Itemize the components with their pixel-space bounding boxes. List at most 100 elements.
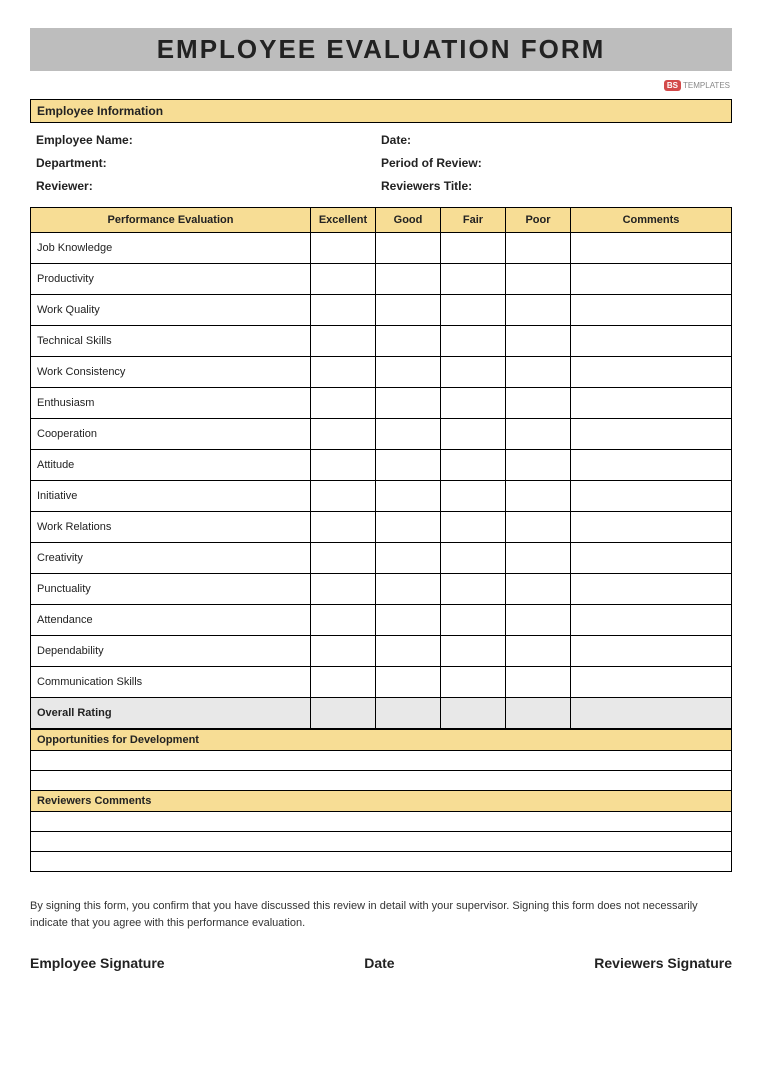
reviewer-comment-line[interactable] xyxy=(31,852,732,872)
rating-cell[interactable] xyxy=(376,512,441,543)
rating-cell[interactable] xyxy=(311,233,376,264)
rating-cell[interactable] xyxy=(506,543,571,574)
employee-info-left: Employee Name: Department: Reviewer: xyxy=(36,129,381,197)
overall-cell[interactable] xyxy=(376,698,441,729)
rating-cell[interactable] xyxy=(376,295,441,326)
rating-cell[interactable] xyxy=(506,636,571,667)
rating-cell[interactable] xyxy=(506,450,571,481)
table-row: Technical Skills xyxy=(31,326,732,357)
comment-cell[interactable] xyxy=(571,357,732,388)
rating-cell[interactable] xyxy=(376,357,441,388)
rating-cell[interactable] xyxy=(311,481,376,512)
overall-cell[interactable] xyxy=(441,698,506,729)
comment-cell[interactable] xyxy=(571,326,732,357)
rating-cell[interactable] xyxy=(441,574,506,605)
rating-cell[interactable] xyxy=(376,605,441,636)
rating-cell[interactable] xyxy=(311,419,376,450)
comment-cell[interactable] xyxy=(571,605,732,636)
table-row: Work Relations xyxy=(31,512,732,543)
development-line[interactable] xyxy=(31,751,732,771)
col-criteria: Performance Evaluation xyxy=(31,208,311,233)
rating-cell[interactable] xyxy=(441,605,506,636)
rating-cell[interactable] xyxy=(376,450,441,481)
rating-cell[interactable] xyxy=(376,264,441,295)
comment-cell[interactable] xyxy=(571,574,732,605)
comment-cell[interactable] xyxy=(571,636,732,667)
rating-cell[interactable] xyxy=(311,264,376,295)
rating-cell[interactable] xyxy=(506,264,571,295)
rating-cell[interactable] xyxy=(376,543,441,574)
rating-cell[interactable] xyxy=(506,574,571,605)
comment-cell[interactable] xyxy=(571,481,732,512)
rating-cell[interactable] xyxy=(441,450,506,481)
criteria-cell: Work Quality xyxy=(31,295,311,326)
rating-cell[interactable] xyxy=(311,543,376,574)
rating-cell[interactable] xyxy=(441,481,506,512)
comment-cell[interactable] xyxy=(571,450,732,481)
rating-cell[interactable] xyxy=(506,233,571,264)
table-row: Initiative xyxy=(31,481,732,512)
development-line[interactable] xyxy=(31,771,732,791)
rating-cell[interactable] xyxy=(441,295,506,326)
comment-cell[interactable] xyxy=(571,233,732,264)
comment-cell[interactable] xyxy=(571,419,732,450)
rating-cell[interactable] xyxy=(506,419,571,450)
rating-cell[interactable] xyxy=(441,357,506,388)
comment-cell[interactable] xyxy=(571,667,732,698)
rating-cell[interactable] xyxy=(506,512,571,543)
overall-cell[interactable] xyxy=(311,698,376,729)
rating-cell[interactable] xyxy=(311,512,376,543)
rating-cell[interactable] xyxy=(441,543,506,574)
rating-cell[interactable] xyxy=(311,574,376,605)
rating-cell[interactable] xyxy=(506,388,571,419)
rating-cell[interactable] xyxy=(506,357,571,388)
comment-cell[interactable] xyxy=(571,543,732,574)
rating-cell[interactable] xyxy=(441,233,506,264)
rating-cell[interactable] xyxy=(311,636,376,667)
rating-cell[interactable] xyxy=(506,326,571,357)
overall-cell[interactable] xyxy=(571,698,732,729)
rating-cell[interactable] xyxy=(311,667,376,698)
comment-cell[interactable] xyxy=(571,388,732,419)
rating-cell[interactable] xyxy=(441,388,506,419)
rating-cell[interactable] xyxy=(506,295,571,326)
rating-cell[interactable] xyxy=(376,574,441,605)
rating-cell[interactable] xyxy=(311,450,376,481)
table-row: Job Knowledge xyxy=(31,233,732,264)
rating-cell[interactable] xyxy=(441,264,506,295)
rating-cell[interactable] xyxy=(441,419,506,450)
rating-cell[interactable] xyxy=(441,636,506,667)
rating-cell[interactable] xyxy=(376,326,441,357)
rating-cell[interactable] xyxy=(506,605,571,636)
criteria-cell: Communication Skills xyxy=(31,667,311,698)
rating-cell[interactable] xyxy=(506,667,571,698)
comment-cell[interactable] xyxy=(571,295,732,326)
rating-cell[interactable] xyxy=(311,357,376,388)
rating-cell[interactable] xyxy=(311,388,376,419)
rating-cell[interactable] xyxy=(376,667,441,698)
criteria-cell: Attendance xyxy=(31,605,311,636)
comment-cell[interactable] xyxy=(571,512,732,543)
signature-date-label: Date xyxy=(364,955,394,971)
reviewer-comment-line[interactable] xyxy=(31,832,732,852)
rating-cell[interactable] xyxy=(376,233,441,264)
table-row: Cooperation xyxy=(31,419,732,450)
rating-cell[interactable] xyxy=(506,481,571,512)
overall-cell[interactable] xyxy=(506,698,571,729)
employee-info-block: Employee Name: Department: Reviewer: Dat… xyxy=(30,123,732,207)
reviewer-comment-line[interactable] xyxy=(31,812,732,832)
rating-cell[interactable] xyxy=(441,512,506,543)
rating-cell[interactable] xyxy=(376,481,441,512)
rating-cell[interactable] xyxy=(376,636,441,667)
rating-cell[interactable] xyxy=(311,326,376,357)
form-title-bar: EMPLOYEE EVALUATION FORM xyxy=(30,28,732,71)
rating-cell[interactable] xyxy=(311,295,376,326)
rating-cell[interactable] xyxy=(376,388,441,419)
rating-cell[interactable] xyxy=(376,419,441,450)
rating-cell[interactable] xyxy=(441,326,506,357)
table-row: Communication Skills xyxy=(31,667,732,698)
brand-logo: BSTEMPLATES xyxy=(664,80,730,91)
rating-cell[interactable] xyxy=(311,605,376,636)
comment-cell[interactable] xyxy=(571,264,732,295)
rating-cell[interactable] xyxy=(441,667,506,698)
